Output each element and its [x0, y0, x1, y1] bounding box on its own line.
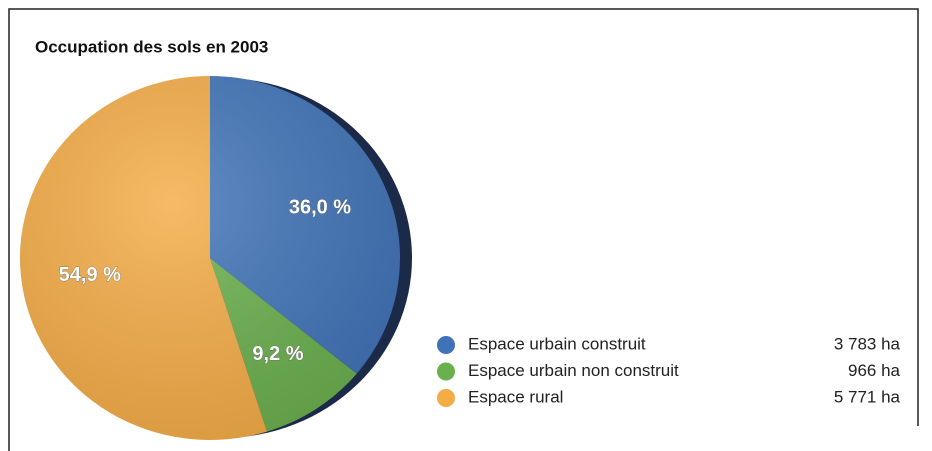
legend-label: Espace urbain non construit	[468, 361, 679, 380]
legend-label: Espace rural	[468, 387, 563, 406]
legend-swatch	[437, 336, 455, 354]
legend-value: 966 ha	[848, 361, 901, 380]
legend-swatch	[437, 389, 455, 407]
frame	[8, 8, 919, 451]
legend-value: 3 783 ha	[834, 334, 901, 353]
value-label: 54,9 %	[59, 264, 121, 286]
value-label: 36,0 %	[289, 197, 351, 219]
legend-swatch	[437, 362, 455, 381]
chart-title: Occupation des sols en 2003	[35, 37, 268, 56]
value-label: 9,2 %	[252, 343, 303, 365]
legend-label: Espace urbain construit	[468, 334, 646, 353]
legend-value: 5 771 ha	[834, 387, 901, 406]
